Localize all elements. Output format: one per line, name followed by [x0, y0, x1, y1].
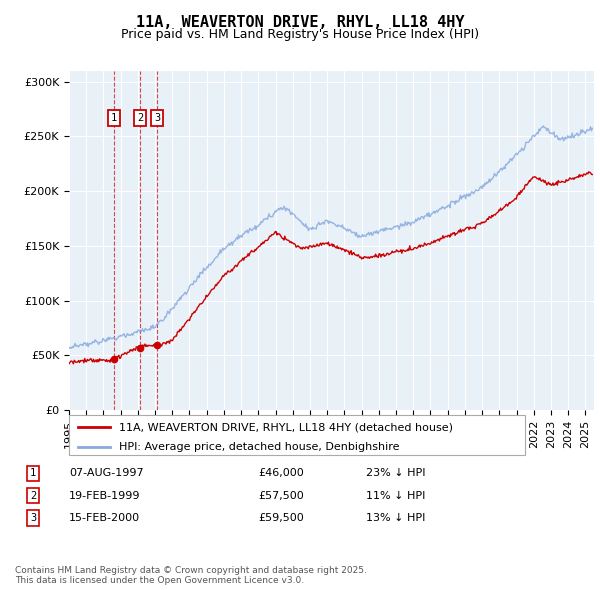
Text: 1: 1 [30, 468, 36, 478]
FancyBboxPatch shape [69, 415, 525, 455]
Text: 07-AUG-1997: 07-AUG-1997 [69, 468, 143, 478]
Text: 23% ↓ HPI: 23% ↓ HPI [366, 468, 425, 478]
Text: 15-FEB-2000: 15-FEB-2000 [69, 513, 140, 523]
Text: 1: 1 [110, 113, 117, 123]
Text: 2: 2 [30, 491, 36, 500]
Text: Price paid vs. HM Land Registry's House Price Index (HPI): Price paid vs. HM Land Registry's House … [121, 28, 479, 41]
Text: HPI: Average price, detached house, Denbighshire: HPI: Average price, detached house, Denb… [119, 442, 400, 453]
Text: 3: 3 [30, 513, 36, 523]
Text: 13% ↓ HPI: 13% ↓ HPI [366, 513, 425, 523]
Text: 11A, WEAVERTON DRIVE, RHYL, LL18 4HY (detached house): 11A, WEAVERTON DRIVE, RHYL, LL18 4HY (de… [119, 422, 453, 432]
Text: 11A, WEAVERTON DRIVE, RHYL, LL18 4HY: 11A, WEAVERTON DRIVE, RHYL, LL18 4HY [136, 15, 464, 30]
Text: £57,500: £57,500 [258, 491, 304, 500]
Text: £46,000: £46,000 [258, 468, 304, 478]
Text: 3: 3 [154, 113, 160, 123]
Text: £59,500: £59,500 [258, 513, 304, 523]
Text: 11% ↓ HPI: 11% ↓ HPI [366, 491, 425, 500]
Text: 2: 2 [137, 113, 143, 123]
Text: Contains HM Land Registry data © Crown copyright and database right 2025.
This d: Contains HM Land Registry data © Crown c… [15, 566, 367, 585]
Text: 19-FEB-1999: 19-FEB-1999 [69, 491, 140, 500]
